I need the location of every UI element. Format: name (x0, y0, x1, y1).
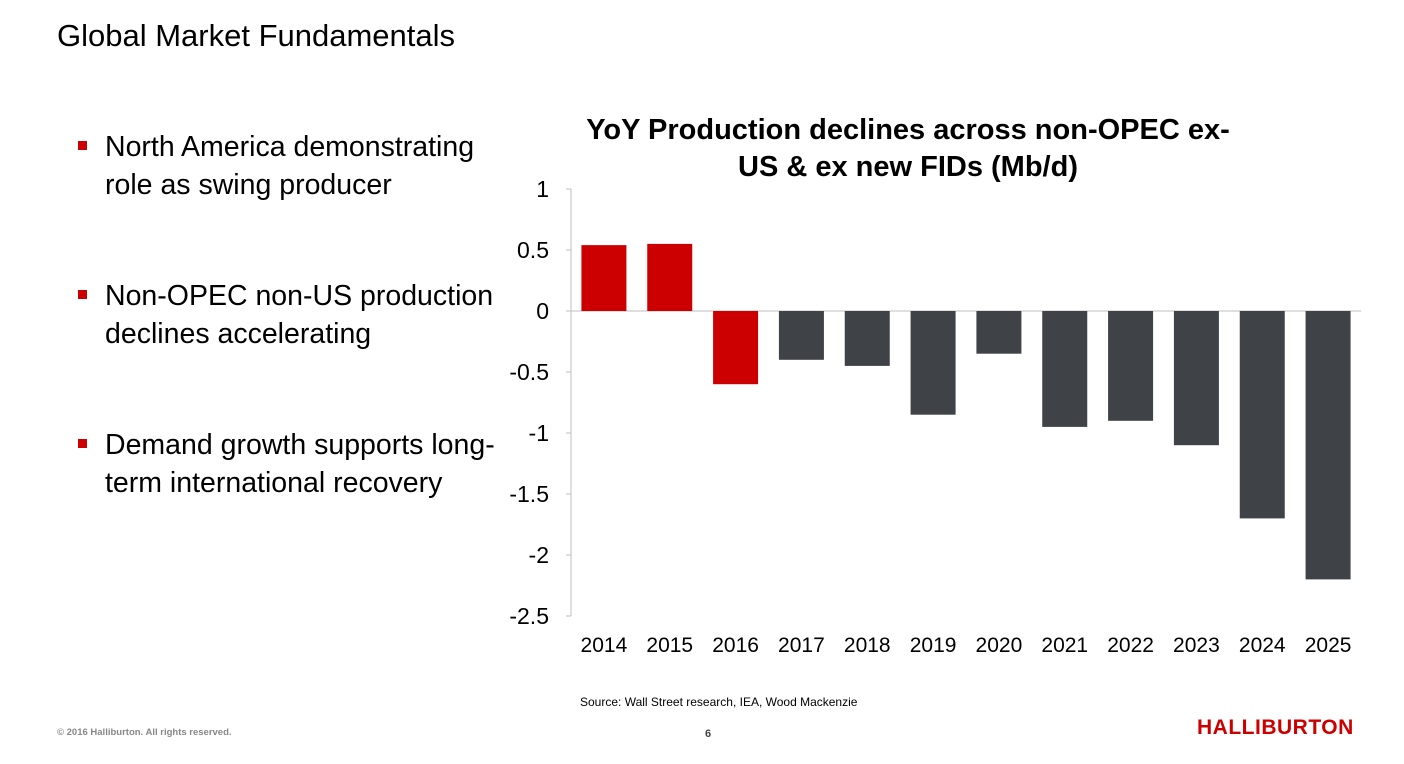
slide-title: Global Market Fundamentals (57, 18, 456, 53)
source-note: Source: Wall Street research, IEA, Wood … (580, 695, 858, 709)
x-tick-label: 2021 (1041, 634, 1088, 657)
bar-2025 (1305, 311, 1351, 580)
bar-2018 (844, 311, 890, 366)
bullet-square-icon (78, 290, 87, 299)
x-tick-label: 2024 (1239, 634, 1286, 657)
bar-2020 (976, 311, 1022, 354)
x-tick-label: 2015 (646, 634, 693, 657)
y-tick-label: 0 (536, 298, 549, 324)
page-number: 6 (705, 728, 712, 740)
y-tick-label: -1 (529, 420, 549, 446)
x-tick-label: 2014 (581, 634, 628, 657)
y-tick-label: -2.5 (509, 603, 549, 629)
y-tick-label: -1.5 (509, 481, 549, 507)
bar-2015 (647, 243, 693, 311)
bar-2016 (713, 311, 759, 385)
bullet-item: Non-OPEC non-US production declines acce… (78, 277, 498, 353)
x-tick-label: 2023 (1173, 634, 1220, 657)
y-tick-label: -2 (529, 542, 549, 568)
x-tick-label: 2017 (778, 634, 825, 657)
x-tick-label: 2022 (1107, 634, 1154, 657)
bar-2021 (1042, 311, 1088, 427)
bullet-item: North America demonstrating role as swin… (78, 128, 498, 204)
x-tick-label: 2016 (712, 634, 759, 657)
halliburton-logo: HALLIBURTON (1197, 716, 1354, 739)
bullet-square-icon (78, 439, 87, 448)
bullet-list: North America demonstrating role as swin… (78, 128, 498, 575)
bar-chart: 1 0.5 0 -0.5 -1 -1.5 -2 -2.5 2014 2015 2016 2017 201… (509, 176, 1361, 657)
bar-2014 (581, 245, 627, 311)
bar-2019 (910, 311, 956, 415)
y-tick-label: 0.5 (517, 237, 549, 263)
x-tick-label: 2018 (844, 634, 891, 657)
bar-2017 (778, 311, 824, 360)
y-tick-label: -0.5 (509, 359, 549, 385)
copyright-notice: © 2016 Halliburton. All rights reserved. (57, 727, 232, 738)
bar-2024 (1239, 311, 1285, 519)
bullet-text: North America demonstrating role as swin… (105, 131, 475, 201)
y-tick-label: 1 (536, 176, 549, 202)
bar-2022 (1108, 311, 1154, 421)
x-tick-label: 2020 (976, 634, 1023, 657)
x-tick-label: 2025 (1305, 634, 1352, 657)
bullet-square-icon (78, 141, 87, 150)
bullet-item: Demand growth supports long-term interna… (78, 426, 498, 502)
bar-2023 (1173, 311, 1219, 446)
bullet-text: Non-OPEC non-US production declines acce… (105, 280, 494, 350)
chart-title: YoY Production declines across non-OPEC … (586, 114, 1230, 183)
bullet-text: Demand growth supports long-term interna… (105, 429, 495, 499)
x-tick-label: 2019 (910, 634, 957, 657)
